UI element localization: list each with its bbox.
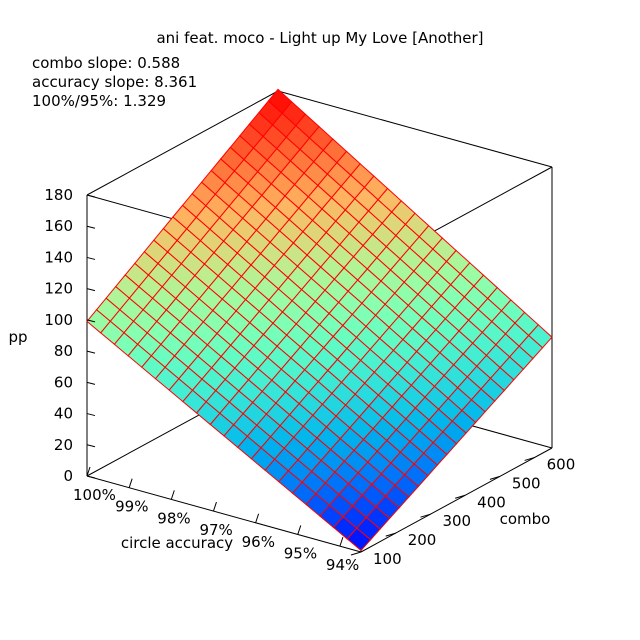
accuracy-axis-tick bbox=[86, 466, 91, 477]
accuracy-axis-tick bbox=[128, 478, 133, 488]
accuracy-tick-label: 100% bbox=[73, 486, 116, 504]
chart-title: ani feat. moco - Light up My Love [Anoth… bbox=[156, 29, 483, 47]
z-axis-tick bbox=[86, 194, 96, 198]
z-tick-label: 40 bbox=[54, 405, 73, 423]
z-axis-label: pp bbox=[8, 328, 27, 346]
combo-slope-annotation: combo slope: 0.588 bbox=[32, 54, 181, 72]
combo-axis-tick bbox=[350, 551, 362, 556]
z-axis-tick bbox=[86, 288, 96, 292]
combo-axis-tick bbox=[524, 456, 535, 461]
z-axis-tick bbox=[86, 256, 96, 260]
box-top-edge bbox=[86, 90, 279, 196]
combo-tick-label: 100 bbox=[373, 550, 402, 568]
z-tick-label: 160 bbox=[44, 217, 73, 235]
z-tick-label: 0 bbox=[63, 467, 73, 485]
z-tick-label: 60 bbox=[54, 373, 73, 391]
z-tick-label: 180 bbox=[44, 186, 73, 204]
combo-axis-tick bbox=[385, 532, 396, 537]
z-tick-label: 100 bbox=[44, 311, 73, 329]
combo-axis: 100 200 300 400 500 600 bbox=[350, 455, 576, 568]
z-axis-tick bbox=[86, 381, 96, 385]
box-front-edge bbox=[360, 447, 553, 553]
box-front-edge bbox=[86, 475, 362, 553]
accuracy-axis: 100%99% 98% 97% 96% 95% 94% bbox=[73, 466, 359, 574]
z-axis-tick bbox=[86, 475, 96, 479]
z-tick-label: 140 bbox=[44, 248, 73, 266]
accuracy-tick-label: 99% bbox=[115, 498, 148, 516]
combo-axis-tick bbox=[489, 475, 501, 480]
accuracy-axis-label: circle accuracy bbox=[121, 534, 233, 552]
accuracy-axis-tick bbox=[212, 501, 217, 512]
z-axis-tick bbox=[86, 350, 96, 354]
accuracy-axis-tick bbox=[255, 513, 260, 523]
accuracy-tick-label: 95% bbox=[284, 544, 317, 562]
z-tick-label: 20 bbox=[54, 436, 73, 454]
z-axis: 0 20 40 60 80 100 120 140 160 180 bbox=[44, 186, 96, 485]
accuracy-tick-label: 94% bbox=[326, 556, 359, 574]
combo-axis-label: combo bbox=[500, 510, 551, 528]
combo-axis-tick bbox=[420, 513, 431, 518]
accuracy-tick-label: 96% bbox=[242, 533, 275, 551]
surface-mesh bbox=[86, 88, 553, 552]
accuracy-slope-annotation: accuracy slope: 8.361 bbox=[32, 73, 198, 91]
accuracy-tick-label: 97% bbox=[199, 521, 232, 539]
combo-tick-label: 200 bbox=[408, 531, 437, 549]
z-tick-label: 120 bbox=[44, 280, 73, 298]
box-top-edge bbox=[277, 90, 553, 168]
z-axis-tick bbox=[86, 444, 96, 448]
combo-tick-label: 600 bbox=[547, 455, 576, 473]
accuracy-tick-label: 98% bbox=[157, 509, 190, 527]
accuracy-axis-tick bbox=[339, 536, 344, 547]
z-axis-tick bbox=[86, 413, 96, 417]
front-box-lines bbox=[86, 447, 553, 553]
accuracy-axis-tick bbox=[170, 490, 175, 500]
combo-axis-tick bbox=[455, 494, 466, 499]
combo-tick-label: 500 bbox=[512, 474, 541, 492]
z-axis-tick bbox=[86, 225, 96, 229]
combo-tick-label: 300 bbox=[442, 512, 471, 530]
z-tick-label: 80 bbox=[54, 342, 73, 360]
surface-patch bbox=[346, 527, 372, 552]
accuracy-axis-tick bbox=[297, 525, 302, 535]
combo-tick-label: 400 bbox=[477, 493, 506, 511]
z-axis-tick bbox=[86, 319, 96, 323]
ratio-annotation: 100%/95%: 1.329 bbox=[32, 92, 167, 110]
